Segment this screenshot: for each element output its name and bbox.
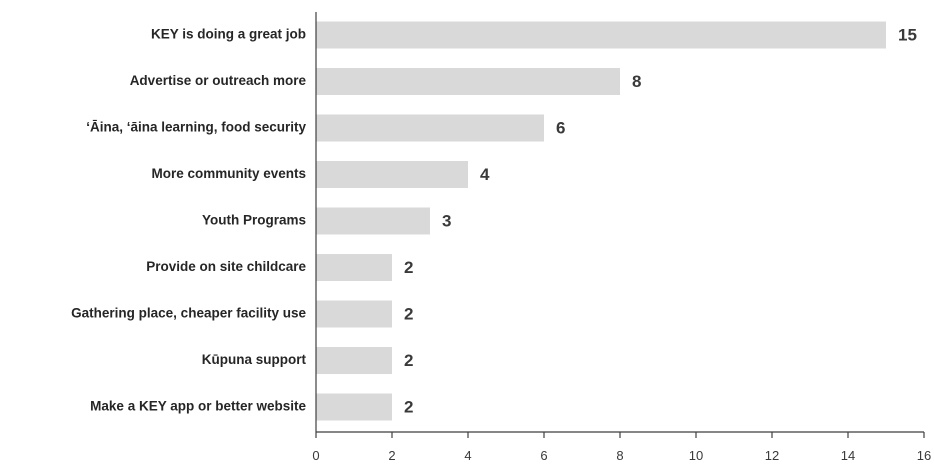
data-label: 2 <box>404 351 413 370</box>
x-tick-label: 8 <box>616 448 623 463</box>
bar <box>316 114 544 142</box>
x-tick-label: 0 <box>312 448 319 463</box>
bar <box>316 21 886 49</box>
bar <box>316 347 392 374</box>
x-axis-ticks: 0 2 4 6 8 10 12 14 16 <box>312 432 931 463</box>
x-tick-label: 4 <box>464 448 471 463</box>
data-label: 4 <box>480 165 490 184</box>
data-label: 2 <box>404 304 413 323</box>
bars-layer <box>316 21 886 421</box>
bar <box>316 207 430 235</box>
x-tick-label: 6 <box>540 448 547 463</box>
category-label: KEY is doing a great job <box>151 27 306 42</box>
x-tick-label: 14 <box>841 448 855 463</box>
x-tick-label: 10 <box>689 448 703 463</box>
category-label: Make a KEY app or better website <box>90 399 306 414</box>
category-label: Kūpuna support <box>202 352 307 367</box>
data-label: 6 <box>556 118 565 137</box>
category-label: Advertise or outreach more <box>130 73 307 88</box>
bar <box>316 68 620 95</box>
bar <box>316 393 392 421</box>
bar <box>316 254 392 281</box>
data-label: 8 <box>632 72 641 91</box>
x-tick-label: 16 <box>917 448 931 463</box>
x-tick-label: 12 <box>765 448 779 463</box>
data-label: 2 <box>404 258 413 277</box>
category-label: Gathering place, cheaper facility use <box>71 306 306 321</box>
category-label: Youth Programs <box>202 213 306 228</box>
category-label: Provide on site childcare <box>146 259 306 274</box>
x-tick-label: 2 <box>388 448 395 463</box>
bar <box>316 161 468 188</box>
value-labels: 15 8 6 4 3 2 2 2 2 <box>404 25 917 416</box>
data-label: 15 <box>898 25 917 44</box>
category-label: More community events <box>151 166 306 181</box>
data-label: 2 <box>404 397 413 416</box>
category-labels: KEY is doing a great job Advertise or out… <box>71 27 306 414</box>
category-label: ʻĀina, ʻāina learning, food security <box>86 120 306 135</box>
data-label: 3 <box>442 211 451 230</box>
bar <box>316 300 392 328</box>
